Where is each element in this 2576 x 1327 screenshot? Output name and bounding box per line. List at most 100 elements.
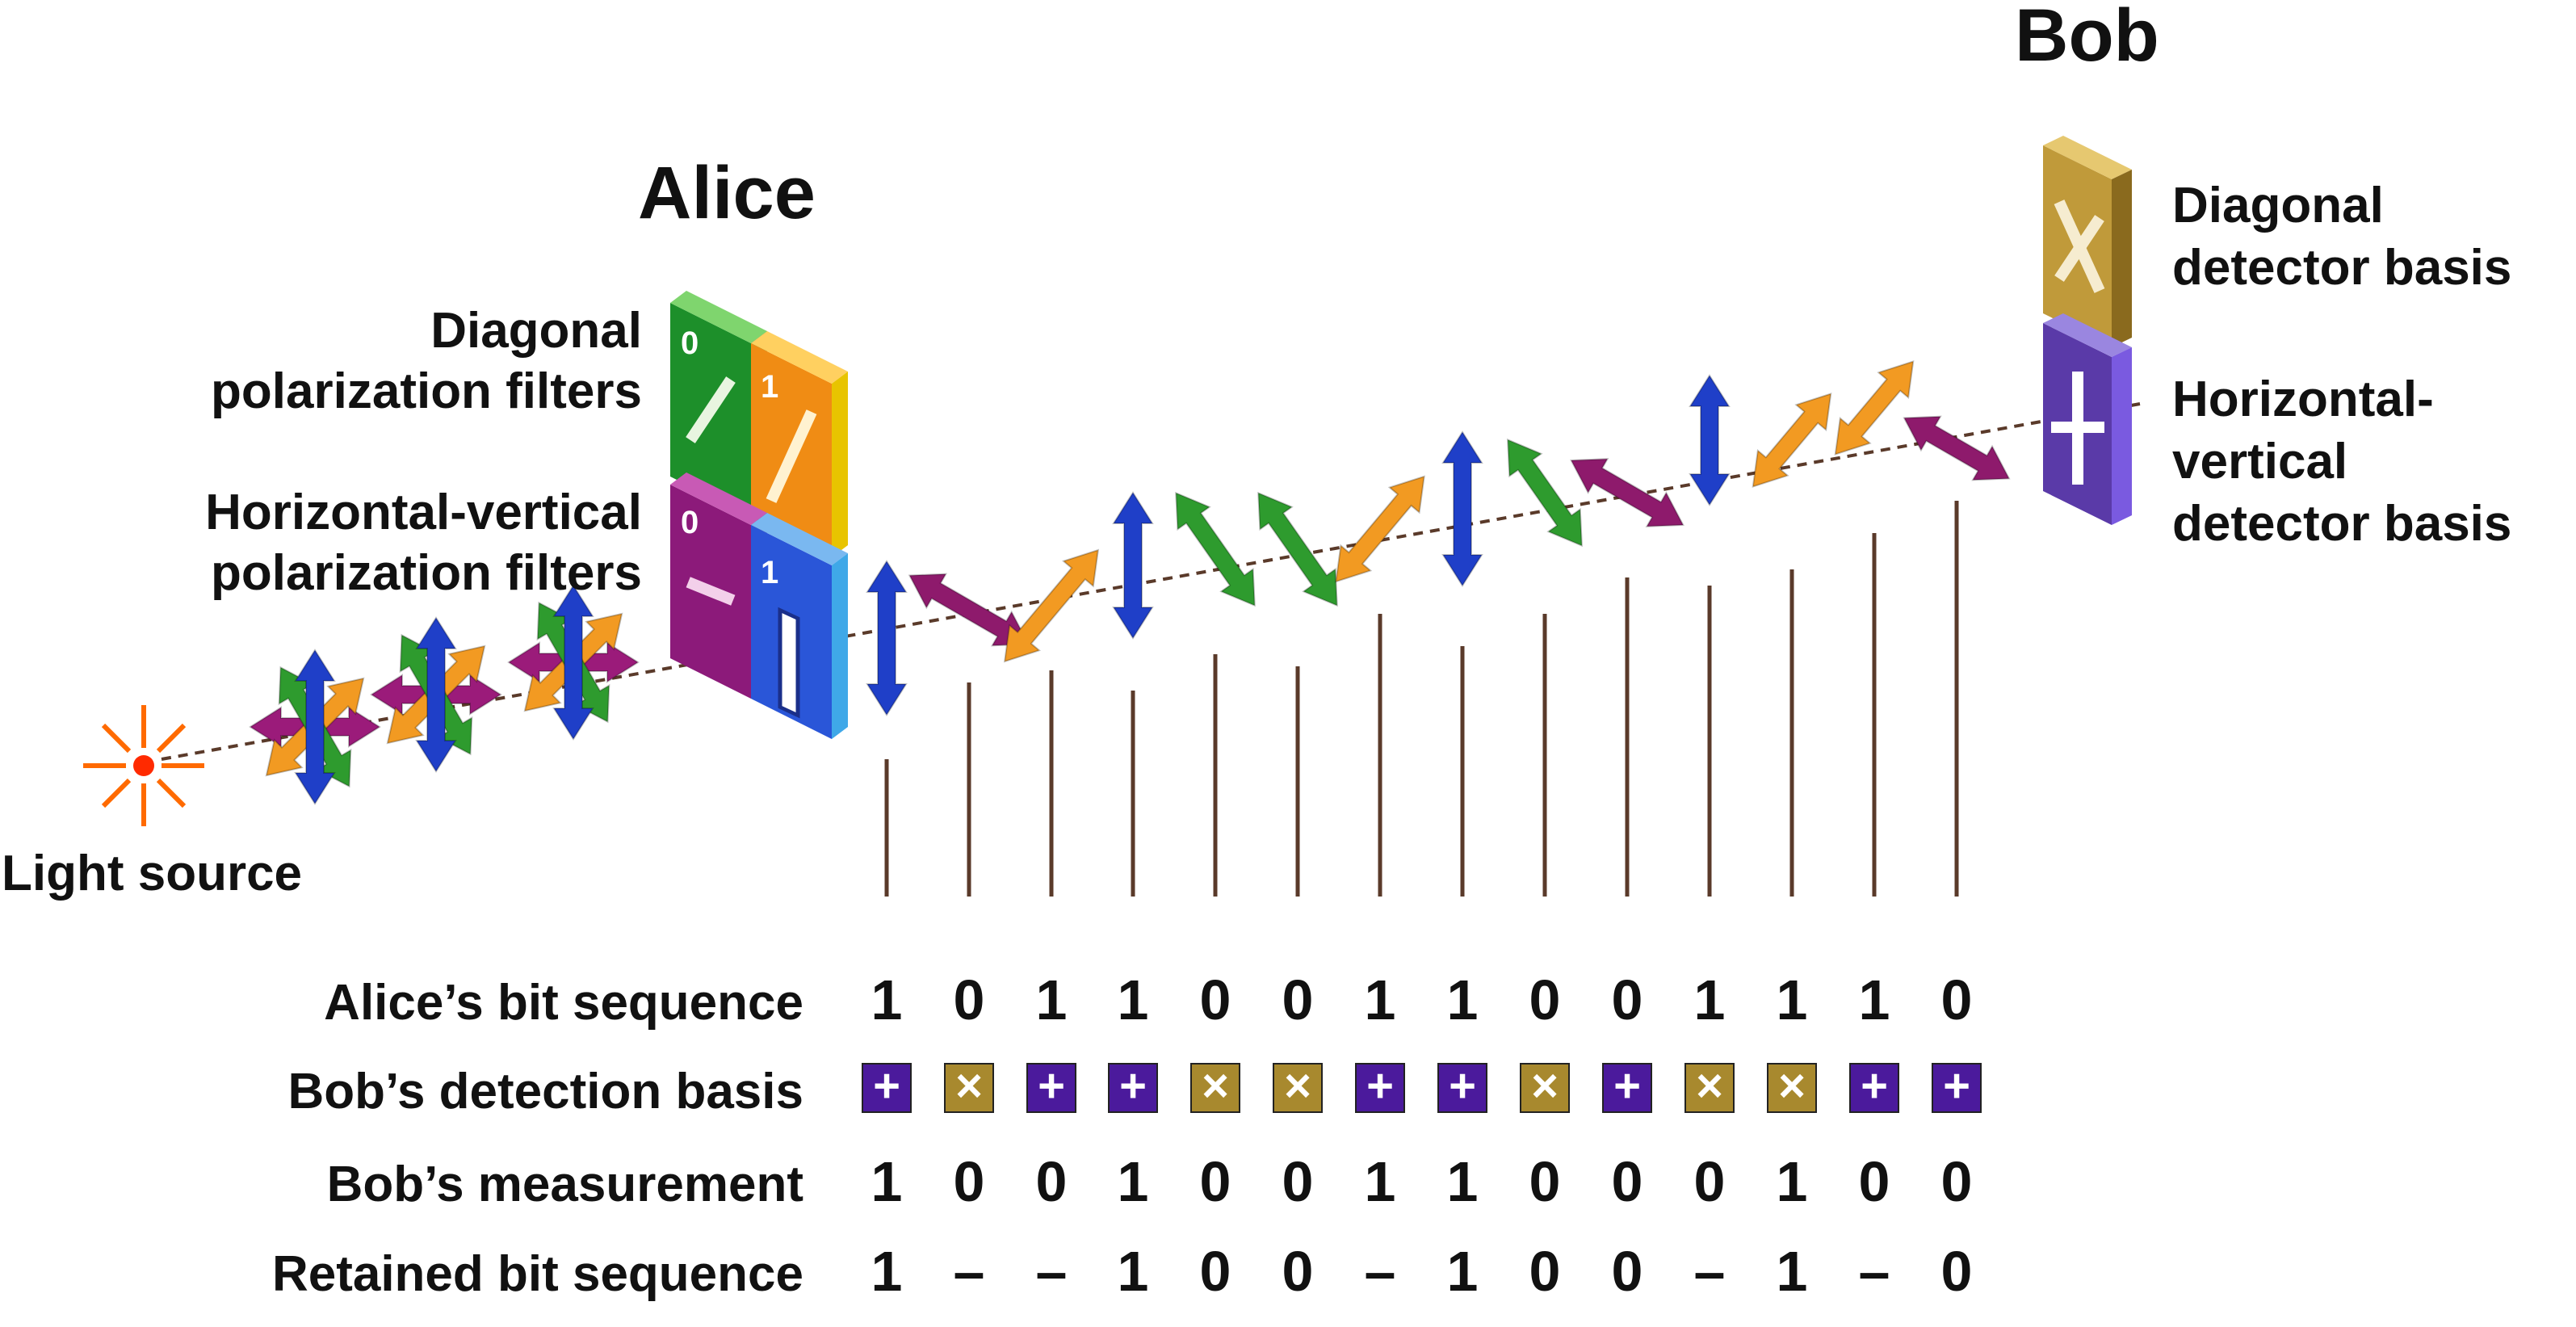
bit-value: 0 (1859, 1150, 1890, 1213)
hv-basis-icon: + (1026, 1060, 1076, 1113)
bit-value: 0 (1036, 1150, 1068, 1213)
bit-value: 1 (1777, 968, 1808, 1031)
bit-value: – (1365, 1240, 1396, 1303)
bit-value: 1 (1365, 968, 1396, 1031)
burst-1 (249, 649, 381, 805)
hv-basis-icon: + (862, 1060, 912, 1113)
bit-value: – (954, 1240, 985, 1303)
unpolarized-photons (249, 584, 640, 805)
basis-symbol: × (1284, 1060, 1311, 1112)
bob-diagonal-detector (2043, 136, 2132, 347)
bit-value: – (1036, 1240, 1068, 1303)
bit-value: 0 (1282, 1150, 1314, 1213)
bit-value: 0 (1529, 968, 1561, 1031)
bit-value: 1 (871, 968, 903, 1031)
photon-stems (884, 501, 1959, 897)
bit-value: 0 (954, 1150, 985, 1213)
bit-value: 0 (1612, 968, 1643, 1031)
bit-value: 0 (954, 968, 985, 1031)
hv-basis-icon: + (1355, 1060, 1405, 1113)
alice-hv-label-2: polarization filters (211, 545, 642, 601)
hv-basis-icon: + (1602, 1060, 1652, 1113)
bit-value: 0 (1694, 1150, 1726, 1213)
bit-value: – (1859, 1240, 1890, 1303)
bit-value: 0 (1941, 1240, 1973, 1303)
bit-value: 0 (1612, 1240, 1643, 1303)
bit-value: 0 (1529, 1240, 1561, 1303)
diag-zero-label: 0 (681, 325, 699, 361)
photon-anti-diagonal-arrow (1507, 438, 1583, 548)
bit-value: 1 (1118, 1240, 1149, 1303)
bit-value: 0 (1200, 1150, 1231, 1213)
bit-value: 1 (1036, 968, 1068, 1031)
basis-symbol: + (1943, 1060, 1970, 1112)
hv-one-label: 1 (761, 555, 778, 590)
hv-basis-icon: + (1849, 1060, 1899, 1113)
hv-basis-icon: + (1108, 1060, 1158, 1113)
photon-anti-diagonal-arrow (1570, 458, 1684, 527)
photon-vertical-arrow (1112, 491, 1154, 640)
bob-title: Bob (2015, 0, 2159, 77)
diagonal-basis-icon: × (1520, 1060, 1570, 1113)
basis-symbol: × (1531, 1060, 1559, 1112)
bit-value: 1 (871, 1150, 903, 1213)
photon-diagonal-arrow (1834, 360, 1915, 456)
photon-vertical-arrow (1441, 430, 1483, 587)
diagonal-basis-icon: × (1767, 1060, 1817, 1113)
bit-value: 1 (871, 1240, 903, 1303)
bob-diag-label-2: detector basis (2172, 240, 2511, 296)
photon-vertical-arrow (866, 560, 908, 716)
bit-value: 0 (1282, 968, 1314, 1031)
bit-value: – (1694, 1240, 1726, 1303)
photon-vertical-arrow (1689, 374, 1731, 506)
hv-basis-icon: + (1437, 1060, 1487, 1113)
basis-symbol: + (1449, 1060, 1476, 1112)
row-label: Retained bit sequence (272, 1246, 803, 1302)
alice-hv-filter-1: 1 (751, 513, 848, 739)
basis-symbol: + (1038, 1060, 1065, 1112)
alice-title: Alice (638, 152, 816, 234)
bit-value: 1 (1777, 1150, 1808, 1213)
basis-symbol: + (873, 1060, 900, 1112)
bit-value: 0 (1282, 1240, 1314, 1303)
bob-hv-detector (2043, 313, 2132, 525)
basis-symbol: + (1613, 1060, 1641, 1112)
light-source-label: Light source (2, 846, 302, 901)
hv-basis-icon: + (1932, 1060, 1982, 1113)
bit-value: 1 (1447, 968, 1479, 1031)
photon-anti-diagonal-arrow (1175, 491, 1256, 607)
diagonal-basis-icon: × (944, 1060, 994, 1113)
bit-value: 1 (1447, 1150, 1479, 1213)
row-label: Bob’s measurement (327, 1157, 803, 1212)
photon-anti-diagonal-arrow (1257, 491, 1338, 607)
basis-symbol: × (1202, 1060, 1229, 1112)
alice-diag-label-2: polarization filters (211, 363, 642, 419)
burst-2 (370, 616, 502, 773)
diagonal-basis-icon: × (1684, 1060, 1735, 1113)
diagonal-basis-icon: × (1190, 1060, 1240, 1113)
bit-value: 1 (1694, 968, 1726, 1031)
basis-symbol: + (1119, 1060, 1147, 1112)
bob-hv-label-2: vertical (2172, 434, 2347, 489)
alice-diag-label-1: Diagonal (430, 303, 642, 359)
beam-path (161, 402, 2141, 761)
alice-diagonal-filter-0: 0 (670, 291, 767, 517)
photon-diagonal-arrow (1335, 475, 1425, 583)
bit-value: 1 (1777, 1240, 1808, 1303)
bit-value: 0 (1612, 1150, 1643, 1213)
bit-value: 0 (1200, 1240, 1231, 1303)
basis-symbol: + (1366, 1060, 1394, 1112)
bit-value: 1 (1447, 1240, 1479, 1303)
row-label: Alice’s bit sequence (324, 975, 803, 1031)
bit-table: Alice’s bit sequence 1 0 1 1 0 0 1 1 0 0 1 1 1 0Bob’s … (272, 968, 1982, 1303)
bit-value: 1 (1118, 968, 1149, 1031)
burst-vertical-arrow (415, 616, 457, 773)
bob-hv-label-3: detector basis (2172, 496, 2511, 552)
alice-diagonal-filter-1: 1 (751, 331, 848, 557)
bit-value: 0 (1941, 1150, 1973, 1213)
light-source-icon (83, 705, 204, 826)
bob-diag-label-1: Diagonal (2172, 178, 2384, 233)
alice-hv-label-1: Horizontal-vertical (205, 485, 642, 540)
photon-diagonal-arrow (1752, 393, 1832, 488)
